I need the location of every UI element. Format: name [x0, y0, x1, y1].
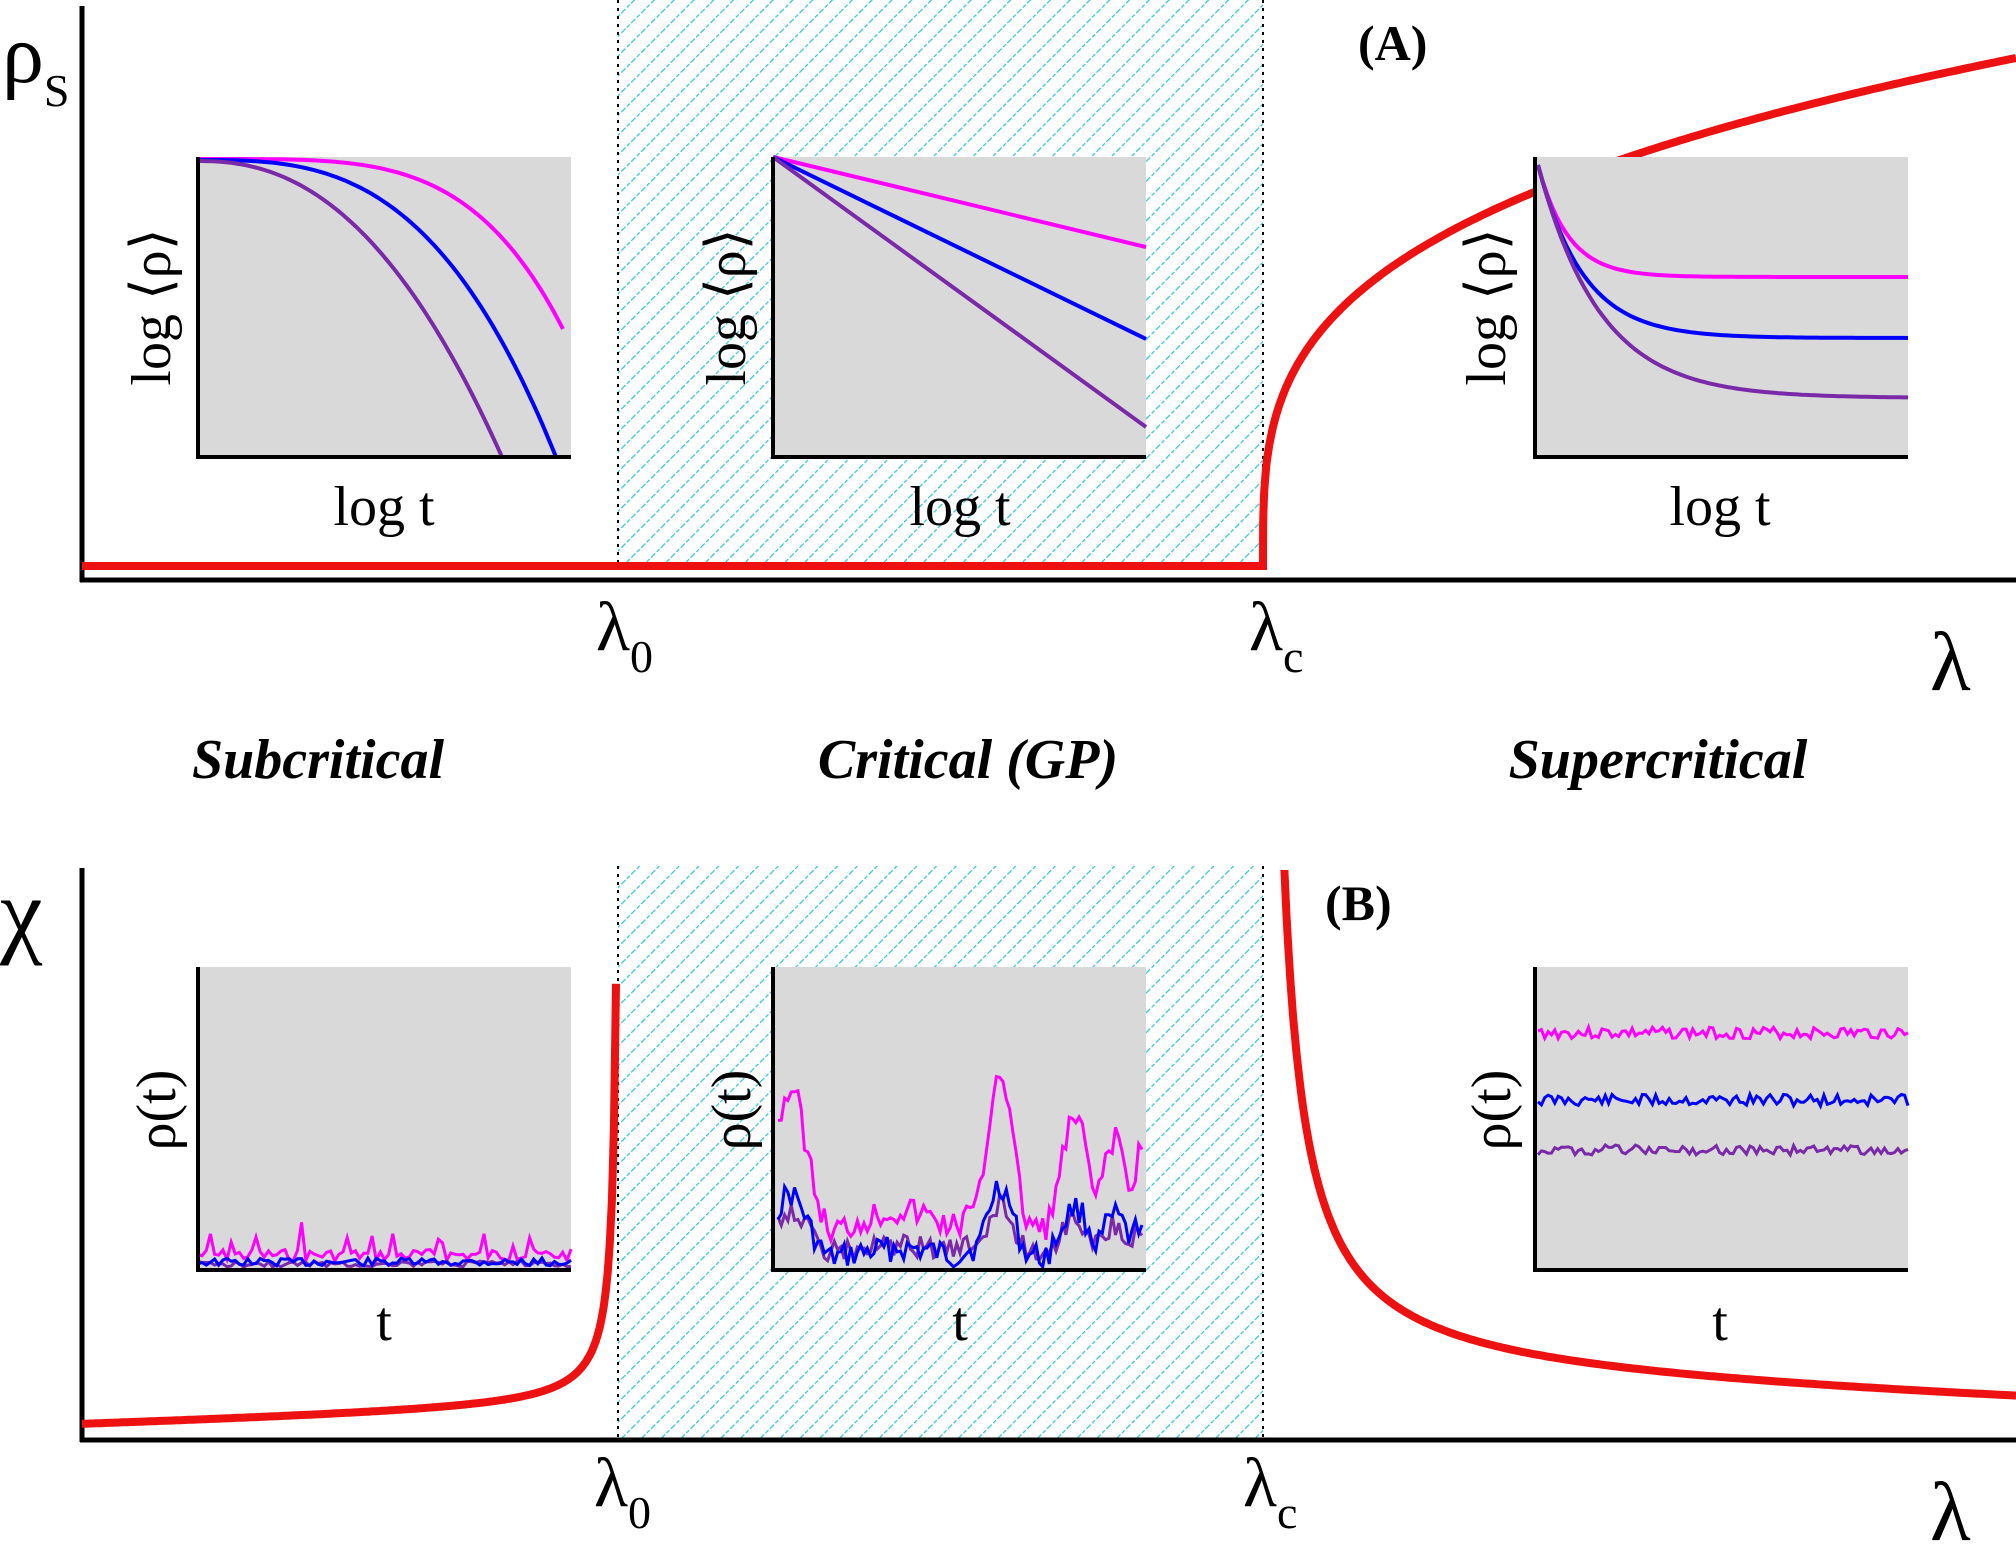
supercritical-label: Supercritical: [1509, 729, 1808, 791]
series-magenta: [772, 155, 1147, 249]
series-magenta: [1536, 164, 1908, 279]
inset-axes: [1533, 967, 1908, 1272]
series-blue: [772, 155, 1147, 341]
inset-a-supercritical: log ⟨ρ⟩ log t: [1456, 157, 1909, 538]
series-magenta: [1537, 1022, 1909, 1043]
panel-a: ρS (A) λ0 λc λ log ⟨ρ⟩ log t log ⟨ρ⟩ log…: [2, 0, 2016, 709]
series-blue: [776, 1180, 1144, 1270]
lambda0-label-a: λ0: [596, 589, 653, 682]
y-axis-label-b: χ: [0, 859, 43, 966]
inset-ylabel: ρ(t): [1461, 1070, 1523, 1151]
critical-label: Critical (GP): [818, 729, 1118, 791]
inset-a-subcritical: log ⟨ρ⟩ log t: [121, 157, 571, 538]
inset-xlabel: log t: [909, 476, 1011, 538]
inset-axes: [196, 157, 571, 459]
inset-a-critical: log ⟨ρ⟩ log t: [696, 155, 1148, 538]
inset-background: [198, 967, 571, 1270]
inset-xlabel: log t: [333, 476, 435, 538]
series-purple: [1536, 164, 1908, 400]
inset-ylabel: ρ(t): [701, 1070, 763, 1151]
series-purple: [776, 1190, 1144, 1264]
lambda0-label-b: λ0: [594, 1445, 651, 1538]
series-magenta: [777, 1074, 1144, 1246]
inset-axes: [771, 967, 1146, 1272]
inset-xlabel: t: [376, 1291, 392, 1353]
panel-a-tag: (A): [1358, 15, 1427, 71]
inset-background: [1535, 967, 1908, 1270]
series-blue: [198, 158, 558, 458]
inset-b-critical: ρ(t) t: [701, 967, 1146, 1353]
x-axis-label-a: λ: [1930, 616, 1971, 709]
y-axis-label-a: ρS: [2, 8, 70, 116]
x-axis-label-b: λ: [1930, 1466, 1971, 1552]
order-parameter-curve: [82, 54, 2016, 570]
inset-ylabel: log ⟨ρ⟩: [121, 228, 183, 385]
series-purple: [198, 159, 504, 458]
series-purple: [1536, 1141, 1909, 1159]
inset-xlabel: t: [952, 1291, 968, 1353]
region-labels: Subcritical Critical (GP) Supercritical: [192, 729, 1808, 791]
series-blue: [1536, 164, 1909, 340]
inset-axes: [196, 967, 571, 1272]
series-purple: [771, 155, 1148, 429]
susceptibility-curve: [82, 870, 2016, 1428]
inset-b-supercritical: ρ(t) t: [1461, 967, 1910, 1353]
inset-ylabel: log ⟨ρ⟩: [696, 228, 758, 385]
inset-b-subcritical: ρ(t) t: [126, 967, 573, 1353]
inset-background: [198, 157, 571, 457]
inset-ylabel: ρ(t): [126, 1070, 188, 1151]
inset-ylabel: log ⟨ρ⟩: [1456, 228, 1518, 385]
series-blue: [197, 1255, 572, 1268]
inset-axes: [771, 157, 1146, 459]
panel-b: χ (B) λ0 λc λ ρ(t) t ρ(t) t: [0, 859, 2016, 1552]
inset-xlabel: log t: [1669, 476, 1771, 538]
subcritical-label: Subcritical: [192, 729, 444, 791]
panel-b-tag: (B): [1325, 875, 1392, 931]
inset-background: [1535, 157, 1908, 457]
lambdac-label-a: λc: [1249, 589, 1303, 682]
series-magenta: [198, 157, 565, 330]
lambdac-label-b: λc: [1243, 1445, 1297, 1538]
inset-axes: [1533, 157, 1908, 459]
inset-xlabel: t: [1712, 1291, 1728, 1353]
series-blue: [1536, 1090, 1910, 1110]
inset-background: [773, 967, 1146, 1270]
